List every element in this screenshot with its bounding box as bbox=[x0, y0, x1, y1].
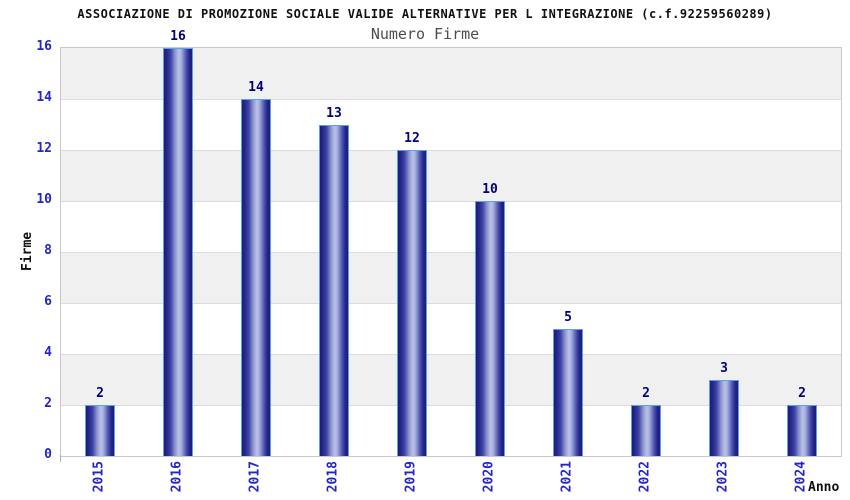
bar-value-label: 2 bbox=[96, 386, 104, 401]
gridline bbox=[61, 252, 841, 253]
y-tick-label: 2 bbox=[44, 396, 52, 411]
y-tick-label: 8 bbox=[44, 243, 52, 258]
bar-value-label: 16 bbox=[170, 29, 186, 44]
x-tick-label: 2016 bbox=[169, 461, 185, 493]
x-tick-label: 2021 bbox=[559, 461, 575, 493]
x-axis: 2015 2016 2017 2018 2019 2020 2021 2022 2023 2024 bbox=[60, 461, 840, 500]
bar-2023 bbox=[709, 379, 739, 456]
plot-area: 2 16 14 13 12 10 5 2 3 2 bbox=[60, 29, 842, 457]
y-axis: 0 2 4 6 8 10 12 14 16 bbox=[0, 39, 52, 462]
gridline bbox=[61, 405, 841, 406]
y-tick-label: 6 bbox=[44, 294, 52, 309]
gridline bbox=[61, 201, 841, 202]
bar-2024 bbox=[787, 405, 817, 456]
gridline bbox=[61, 303, 841, 304]
x-tick-label: 2018 bbox=[325, 461, 341, 493]
bar-value-label: 2 bbox=[798, 386, 806, 401]
x-tick-label: 2020 bbox=[481, 461, 497, 493]
bar-value-label: 14 bbox=[248, 80, 264, 95]
y-tick-label: 0 bbox=[44, 447, 52, 462]
bar-2018 bbox=[319, 124, 349, 456]
bar-2015 bbox=[85, 405, 115, 456]
x-tick-label: 2024 bbox=[793, 461, 809, 493]
x-tick-label: 2015 bbox=[91, 461, 107, 493]
x-tick-label: 2023 bbox=[715, 461, 731, 493]
bar-value-label: 2 bbox=[642, 386, 650, 401]
x-axis-origin-tick bbox=[60, 455, 61, 462]
gridline bbox=[61, 99, 841, 100]
bar-2020 bbox=[475, 201, 505, 456]
y-tick-label: 4 bbox=[44, 345, 52, 360]
gridline bbox=[61, 150, 841, 151]
y-tick-label: 14 bbox=[36, 90, 52, 105]
y-tick-label: 16 bbox=[36, 39, 52, 54]
x-tick-label: 2019 bbox=[403, 461, 419, 493]
bar-2021 bbox=[553, 328, 583, 456]
bar-2019 bbox=[397, 150, 427, 456]
x-tick-label: 2017 bbox=[247, 461, 263, 493]
bar-2016 bbox=[163, 48, 193, 456]
y-tick-label: 10 bbox=[36, 192, 52, 207]
bar-value-label: 10 bbox=[482, 182, 498, 197]
bar-2022 bbox=[631, 405, 661, 456]
gridline bbox=[61, 354, 841, 355]
x-axis-title: Anno bbox=[808, 480, 840, 495]
y-tick-label: 12 bbox=[36, 141, 52, 156]
x-tick-label: 2022 bbox=[637, 461, 653, 493]
bar-value-label: 12 bbox=[404, 131, 420, 146]
bar-2017 bbox=[241, 99, 271, 456]
bar-value-label: 5 bbox=[564, 309, 572, 325]
bar-value-label: 13 bbox=[326, 105, 342, 121]
bar-value-label: 3 bbox=[720, 360, 728, 376]
chart-title: ASSOCIAZIONE DI PROMOZIONE SOCIALE VALID… bbox=[77, 7, 773, 21]
chart-subtitle: Numero Firme bbox=[370, 25, 480, 43]
